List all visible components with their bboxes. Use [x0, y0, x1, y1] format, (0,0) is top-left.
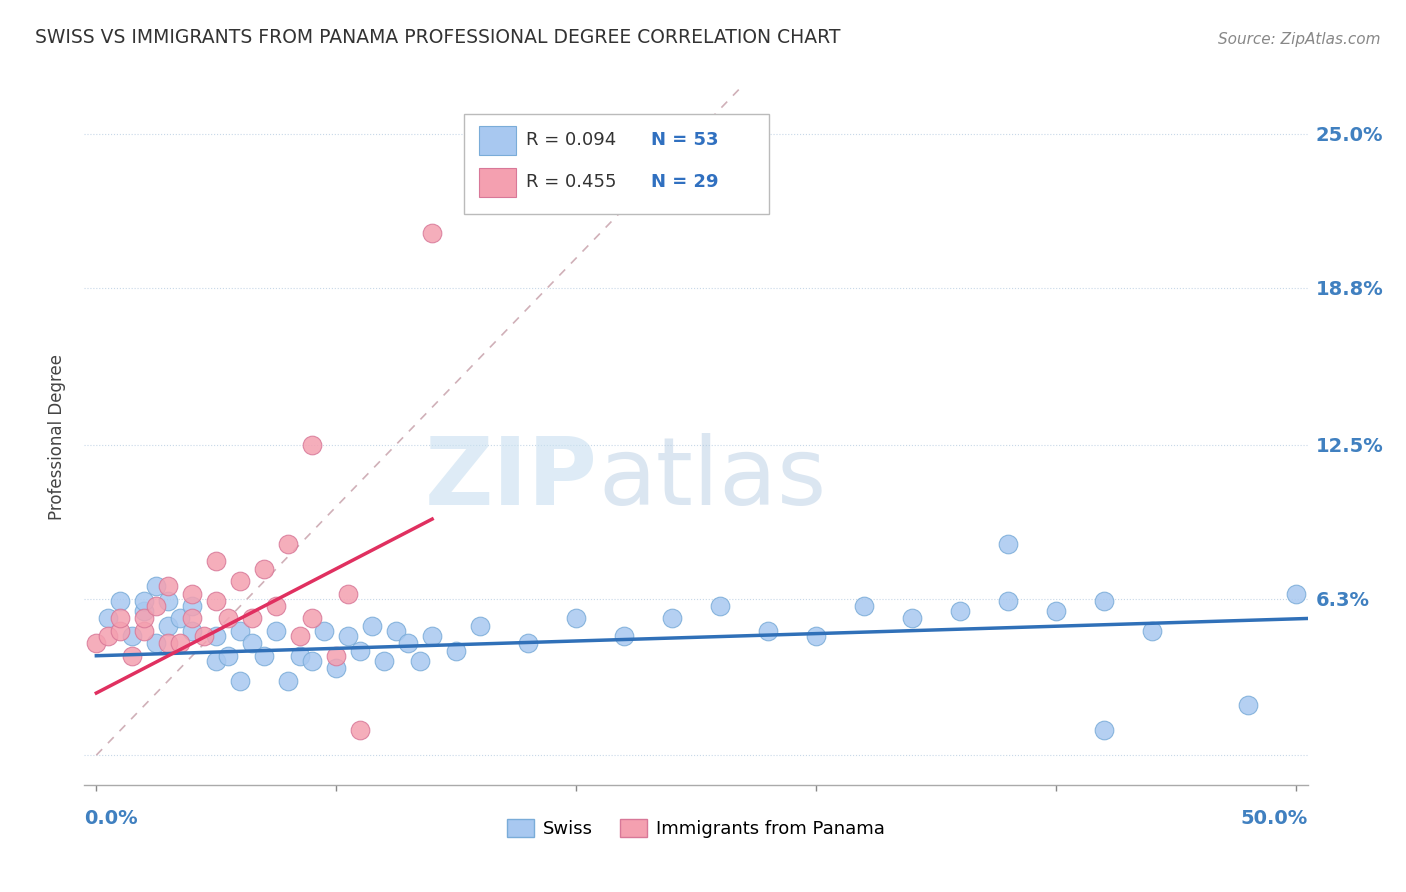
Point	[145, 599, 167, 613]
Text: R = 0.455: R = 0.455	[526, 173, 616, 191]
Point	[240, 611, 263, 625]
Point	[145, 636, 167, 650]
Text: atlas: atlas	[598, 433, 827, 524]
Y-axis label: Professional Degree: Professional Degree	[48, 354, 66, 520]
Point	[229, 574, 252, 589]
Point	[373, 654, 395, 668]
Point	[157, 619, 180, 633]
Point	[385, 624, 408, 638]
Point	[804, 629, 827, 643]
Point	[301, 654, 323, 668]
Point	[217, 611, 239, 625]
FancyBboxPatch shape	[479, 126, 516, 155]
Point	[169, 611, 191, 625]
Text: N = 53: N = 53	[651, 131, 718, 149]
Point	[314, 624, 336, 638]
Point	[1236, 698, 1258, 713]
Text: 50.0%: 50.0%	[1240, 809, 1308, 828]
Point	[349, 723, 371, 738]
Point	[997, 594, 1019, 608]
Point	[121, 629, 143, 643]
Point	[253, 562, 276, 576]
Point	[349, 644, 371, 658]
Point	[86, 636, 108, 650]
Point	[396, 636, 419, 650]
Point	[1092, 723, 1115, 738]
Point	[325, 648, 347, 663]
Point	[205, 654, 228, 668]
Point	[205, 629, 228, 643]
Point	[264, 624, 287, 638]
Text: Source: ZipAtlas.com: Source: ZipAtlas.com	[1219, 32, 1381, 47]
Point	[145, 579, 167, 593]
Point	[264, 599, 287, 613]
Point	[613, 629, 636, 643]
Point	[169, 636, 191, 650]
Point	[181, 587, 204, 601]
Point	[277, 673, 299, 688]
Point	[301, 437, 323, 451]
Point	[517, 636, 540, 650]
Text: N = 29: N = 29	[651, 173, 718, 191]
Point	[290, 629, 312, 643]
Point	[134, 594, 156, 608]
Point	[253, 648, 276, 663]
Point	[97, 629, 120, 643]
Point	[290, 648, 312, 663]
Text: R = 0.094: R = 0.094	[526, 131, 616, 149]
Point	[709, 599, 731, 613]
Point	[157, 579, 180, 593]
Point	[181, 624, 204, 638]
Point	[110, 624, 132, 638]
Point	[229, 673, 252, 688]
Point	[181, 599, 204, 613]
Point	[337, 629, 360, 643]
Point	[181, 611, 204, 625]
Legend: Swiss, Immigrants from Panama: Swiss, Immigrants from Panama	[499, 812, 893, 846]
Point	[409, 654, 432, 668]
Point	[444, 644, 467, 658]
Point	[134, 611, 156, 625]
Point	[468, 619, 491, 633]
Point	[97, 611, 120, 625]
Point	[420, 227, 443, 241]
Point	[110, 594, 132, 608]
Point	[756, 624, 779, 638]
Point	[157, 594, 180, 608]
Point	[110, 611, 132, 625]
Point	[205, 554, 228, 568]
Text: SWISS VS IMMIGRANTS FROM PANAMA PROFESSIONAL DEGREE CORRELATION CHART: SWISS VS IMMIGRANTS FROM PANAMA PROFESSI…	[35, 29, 841, 47]
Point	[193, 629, 215, 643]
Point	[901, 611, 924, 625]
Point	[157, 636, 180, 650]
Point	[121, 648, 143, 663]
Point	[1092, 594, 1115, 608]
Point	[134, 624, 156, 638]
Text: ZIP: ZIP	[425, 433, 598, 524]
Point	[240, 636, 263, 650]
Point	[217, 648, 239, 663]
FancyBboxPatch shape	[479, 168, 516, 197]
Point	[852, 599, 875, 613]
Point	[277, 537, 299, 551]
Point	[325, 661, 347, 675]
Point	[1045, 604, 1067, 618]
Point	[1140, 624, 1163, 638]
Point	[361, 619, 384, 633]
Point	[1284, 587, 1306, 601]
Point	[997, 537, 1019, 551]
Point	[205, 594, 228, 608]
Point	[565, 611, 588, 625]
Point	[134, 604, 156, 618]
Text: 0.0%: 0.0%	[84, 809, 138, 828]
FancyBboxPatch shape	[464, 113, 769, 214]
Point	[420, 629, 443, 643]
Point	[949, 604, 972, 618]
Point	[661, 611, 683, 625]
Point	[229, 624, 252, 638]
Point	[337, 587, 360, 601]
Point	[301, 611, 323, 625]
